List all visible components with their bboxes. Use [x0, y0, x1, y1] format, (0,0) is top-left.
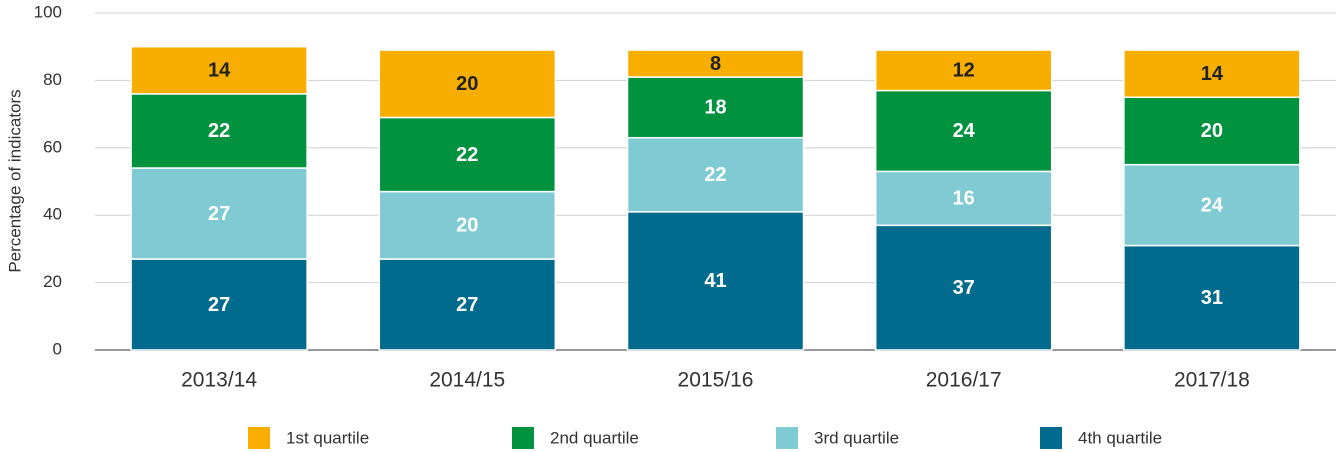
legend-label: 3rd quartile: [814, 428, 899, 447]
data-label: 8: [710, 53, 721, 75]
data-label: 20: [456, 73, 478, 95]
y-tick-label: 80: [43, 70, 62, 89]
data-label: 22: [704, 164, 726, 186]
x-tick-label: 2017/18: [1174, 369, 1250, 392]
bar-segment: [130, 45, 308, 95]
bar-segment: [378, 258, 557, 351]
y-tick-label: 0: [53, 339, 62, 358]
data-label: 18: [704, 97, 726, 119]
data-label: 27: [208, 203, 230, 225]
bar-segment: [1123, 49, 1301, 98]
legend-swatch: [512, 427, 534, 449]
x-tick-label: 2013/14: [181, 369, 257, 392]
legend-label: 4th quartile: [1078, 428, 1162, 447]
data-label: 27: [456, 294, 478, 316]
bar-segment: [130, 258, 308, 351]
legend-swatch: [248, 427, 270, 449]
data-label: 27: [208, 294, 230, 316]
legend-label: 1st quartile: [286, 428, 369, 447]
data-label: 20: [456, 215, 478, 237]
bar-segment: [378, 49, 557, 119]
bar-segment: [378, 116, 557, 193]
bar-segment: [874, 224, 1053, 351]
x-tick-label: 2016/17: [926, 369, 1002, 392]
legend-label: 2nd quartile: [550, 428, 639, 447]
bar-segment: [130, 167, 308, 260]
data-label: 31: [1201, 287, 1223, 309]
y-tick-label: 60: [43, 137, 62, 156]
legend-swatch: [1040, 427, 1062, 449]
data-label: 24: [1201, 194, 1224, 216]
data-label: 14: [208, 60, 231, 82]
bar-segment: [874, 89, 1053, 173]
bar-segment: [1123, 96, 1301, 166]
y-tick-label: 100: [34, 2, 62, 21]
data-label: 37: [953, 277, 975, 299]
bar-segment: [626, 76, 805, 139]
data-label: 41: [704, 270, 726, 292]
data-label: 22: [208, 120, 230, 142]
bar-segment: [626, 136, 805, 213]
x-tick-label: 2014/15: [429, 369, 505, 392]
x-tick-label: 2015/16: [678, 369, 754, 392]
y-tick-label: 20: [43, 272, 62, 291]
data-label: 20: [1201, 120, 1223, 142]
data-label: 12: [953, 60, 975, 82]
bar-segment: [1123, 244, 1301, 351]
legend-swatch: [776, 427, 798, 449]
data-label: 24: [953, 120, 976, 142]
bar-segment: [626, 211, 805, 351]
data-label: 16: [953, 188, 975, 210]
data-label: 22: [456, 144, 478, 166]
bar-segment: [130, 93, 308, 169]
bar-segment: [874, 170, 1053, 227]
data-label: 14: [1201, 63, 1224, 85]
bar-segment: [874, 49, 1053, 92]
bar-segment: [378, 190, 557, 260]
y-tick-label: 40: [43, 205, 62, 224]
y-axis-label: Percentage of indicators: [5, 89, 24, 272]
bar-segment: [626, 49, 805, 78]
